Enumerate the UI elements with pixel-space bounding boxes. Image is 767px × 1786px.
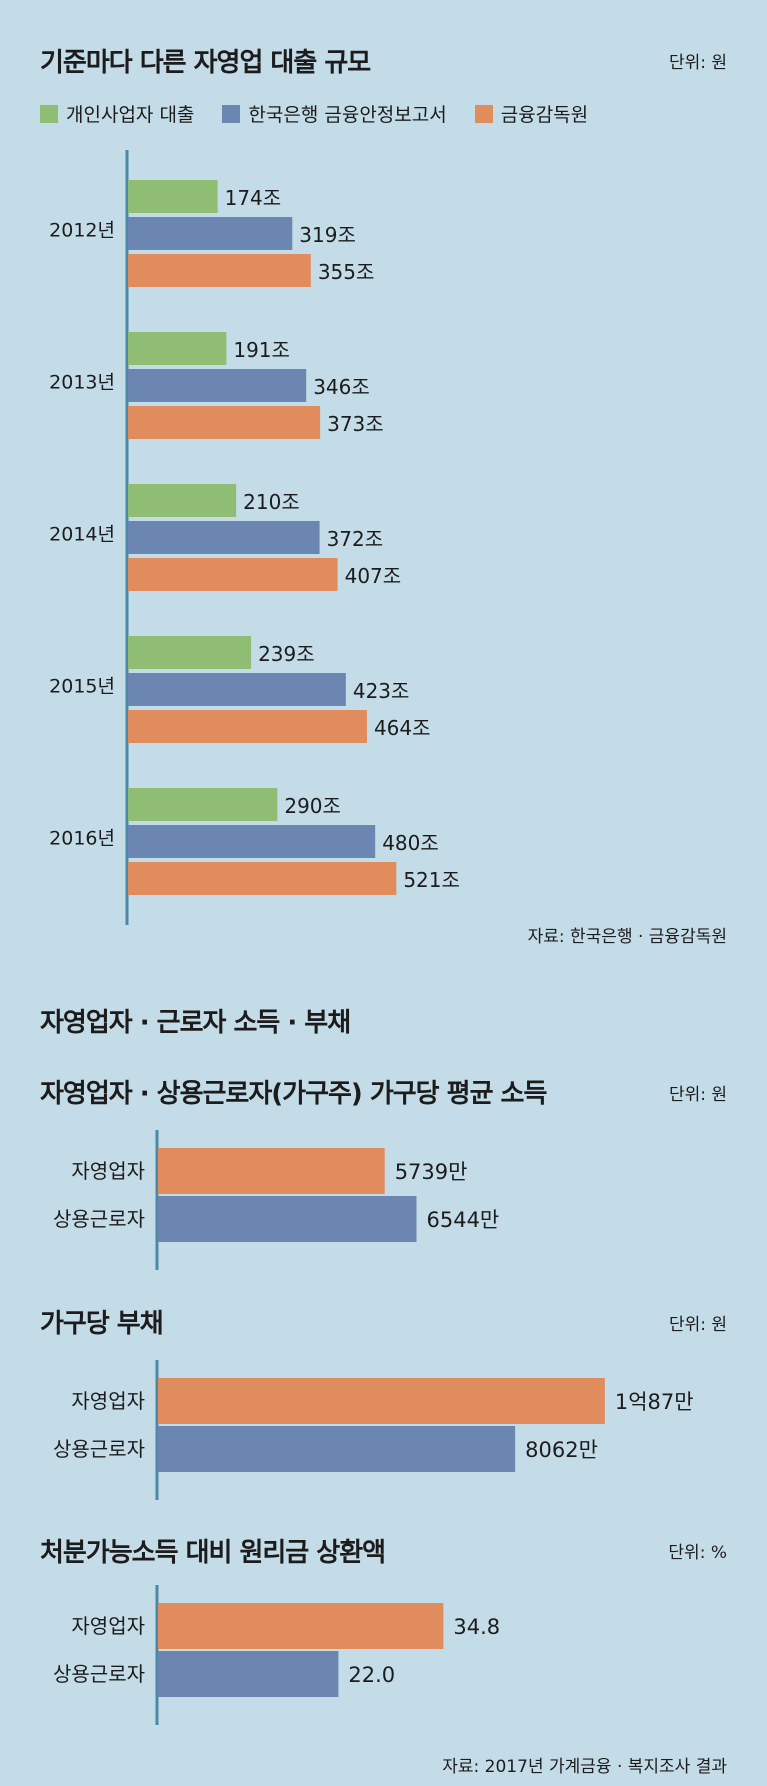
legend-swatch-blue: [222, 104, 241, 123]
data-label: 1억87만: [615, 1390, 694, 1414]
data-label: 373조: [327, 412, 384, 436]
loan-size-chart: 2012년 174조 319조 355조 2013년 191조 346조 373조 2014년 2…: [49, 150, 460, 925]
data-label: 6544만: [426, 1208, 499, 1232]
data-label: 319조: [299, 223, 356, 247]
legend-item-bok-report: 한국은행 금융안정보고서: [222, 100, 447, 127]
legend-label: 개인사업자 대출: [66, 104, 195, 126]
bar: [128, 636, 252, 669]
data-label: 239조: [258, 642, 315, 666]
data-label: 174조: [225, 186, 282, 210]
chart3-title: 가구당 부채: [40, 1309, 164, 1339]
bar: [128, 484, 237, 517]
data-label: 355조: [318, 260, 375, 284]
data-label: 464조: [374, 716, 431, 740]
legend-swatch-orange: [474, 104, 493, 123]
repayment-ratio-chart: 자영업자 34.8 상용근로자 22.0: [53, 1585, 500, 1725]
chart1-legend: 개인사업자 대출 한국은행 금융안정보고서 금융감독원: [40, 100, 616, 127]
category-label: 2014년: [49, 524, 115, 546]
bar: [158, 1426, 516, 1472]
category-label: 상용근로자: [53, 1662, 145, 1686]
legend-item-personal-business-loans: 개인사업자 대출: [40, 100, 194, 127]
data-label: 191조: [233, 338, 290, 362]
bar: [128, 710, 367, 743]
data-label: 521조: [403, 868, 460, 892]
data-label: 5739만: [395, 1160, 468, 1184]
category-label: 2016년: [49, 828, 115, 850]
data-label: 22.0: [348, 1663, 395, 1687]
chart4-unit: 단위: %: [668, 1543, 727, 1563]
section-heading: 자영업자 · 근로자 소득 · 부채: [40, 1008, 351, 1038]
bar: [128, 369, 307, 402]
data-label: 210조: [243, 490, 300, 514]
category-label: 상용근로자: [53, 1207, 145, 1231]
legend-label: 한국은행 금융안정보고서: [248, 104, 447, 126]
category-label: 자영업자: [71, 1159, 145, 1183]
bar: [158, 1148, 385, 1194]
bar: [158, 1196, 417, 1242]
bar: [128, 862, 397, 895]
legend-swatch-green: [40, 104, 58, 123]
chart1-unit: 단위: 원: [668, 53, 727, 73]
bar: [128, 406, 321, 439]
bar: [128, 788, 278, 821]
data-label: 290조: [284, 794, 341, 818]
bar: [128, 521, 320, 554]
bar: [158, 1378, 605, 1424]
bar: [128, 254, 311, 287]
data-label: 8062만: [525, 1438, 598, 1462]
data-label: 372조: [327, 527, 384, 551]
chart2-title: 자영업자 · 상용근로자(가구주) 가구당 평균 소득: [40, 1079, 547, 1109]
chart3-unit: 단위: 원: [668, 1315, 727, 1335]
chart1-source: 자료: 한국은행 · 금융감독원: [527, 927, 727, 947]
data-label: 346조: [313, 375, 370, 399]
category-label: 2013년: [49, 372, 115, 394]
data-label: 423조: [353, 679, 410, 703]
bar: [128, 332, 227, 365]
bar: [158, 1603, 444, 1649]
category-label: 2015년: [49, 676, 115, 698]
data-label: 480조: [382, 831, 439, 855]
bar: [158, 1651, 339, 1697]
bar: [128, 558, 338, 591]
chart4-title: 처분가능소득 대비 원리금 상환액: [40, 1538, 386, 1568]
bar: [128, 217, 293, 250]
category-label: 자영업자: [71, 1614, 145, 1638]
data-label: 34.8: [453, 1615, 500, 1639]
category-label: 자영업자: [71, 1389, 145, 1413]
legend-label: 금융감독원: [500, 104, 589, 126]
chart4-source: 자료: 2017년 가계금융 · 복지조사 결과: [442, 1757, 727, 1777]
bar: [128, 180, 218, 213]
category-label: 상용근로자: [53, 1437, 145, 1461]
bar: [128, 825, 376, 858]
chart1-title: 기준마다 다른 자영업 대출 규모: [40, 48, 371, 78]
data-label: 407조: [345, 564, 402, 588]
legend-item-fss: 금융감독원: [474, 100, 589, 127]
category-label: 2012년: [49, 220, 115, 242]
bar: [128, 673, 346, 706]
chart2-unit: 단위: 원: [668, 1085, 727, 1105]
